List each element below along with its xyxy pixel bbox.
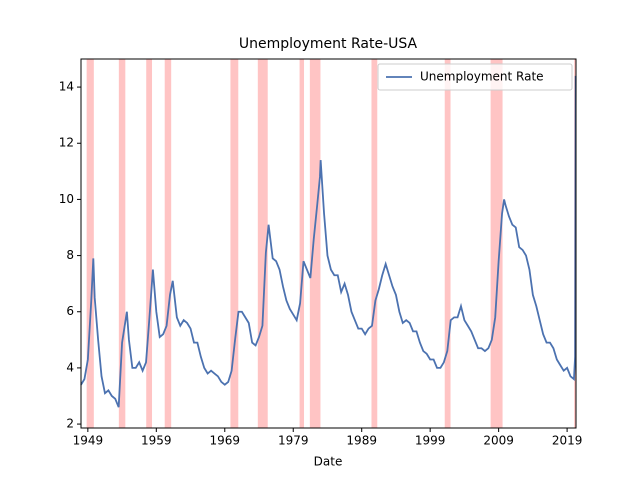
x-axis-label: Date bbox=[314, 455, 343, 469]
x-tick-label: 2009 bbox=[483, 434, 514, 448]
x-tick-label: 1979 bbox=[278, 434, 309, 448]
y-tick-label: 10 bbox=[59, 192, 74, 206]
x-tick-label: 1949 bbox=[73, 434, 104, 448]
y-tick-label: 14 bbox=[59, 80, 74, 94]
y-tick-label: 2 bbox=[66, 417, 74, 431]
y-tick-label: 12 bbox=[59, 136, 74, 150]
legend-box bbox=[377, 63, 573, 91]
x-tick-label: 1959 bbox=[141, 434, 172, 448]
x-tick-label: 1999 bbox=[415, 434, 446, 448]
recession-band bbox=[146, 58, 153, 429]
recession-band bbox=[309, 58, 321, 429]
chart-title: Unemployment Rate-USA bbox=[239, 36, 418, 52]
y-tick-label: 4 bbox=[66, 360, 74, 374]
recession-band bbox=[164, 58, 172, 429]
plot-frame bbox=[80, 58, 577, 429]
x-tick-label: 1969 bbox=[210, 434, 241, 448]
legend-label: Unemployment Rate bbox=[420, 70, 544, 84]
x-tick-label: 1989 bbox=[346, 434, 377, 448]
x-tick-label: 2019 bbox=[552, 434, 583, 448]
recession-band bbox=[371, 58, 378, 429]
recession-band bbox=[444, 58, 451, 429]
recession-band bbox=[86, 58, 94, 429]
recession-band bbox=[299, 58, 305, 429]
y-tick-label: 8 bbox=[66, 248, 74, 262]
y-tick-label: 6 bbox=[66, 304, 74, 318]
data-line bbox=[80, 75, 577, 408]
